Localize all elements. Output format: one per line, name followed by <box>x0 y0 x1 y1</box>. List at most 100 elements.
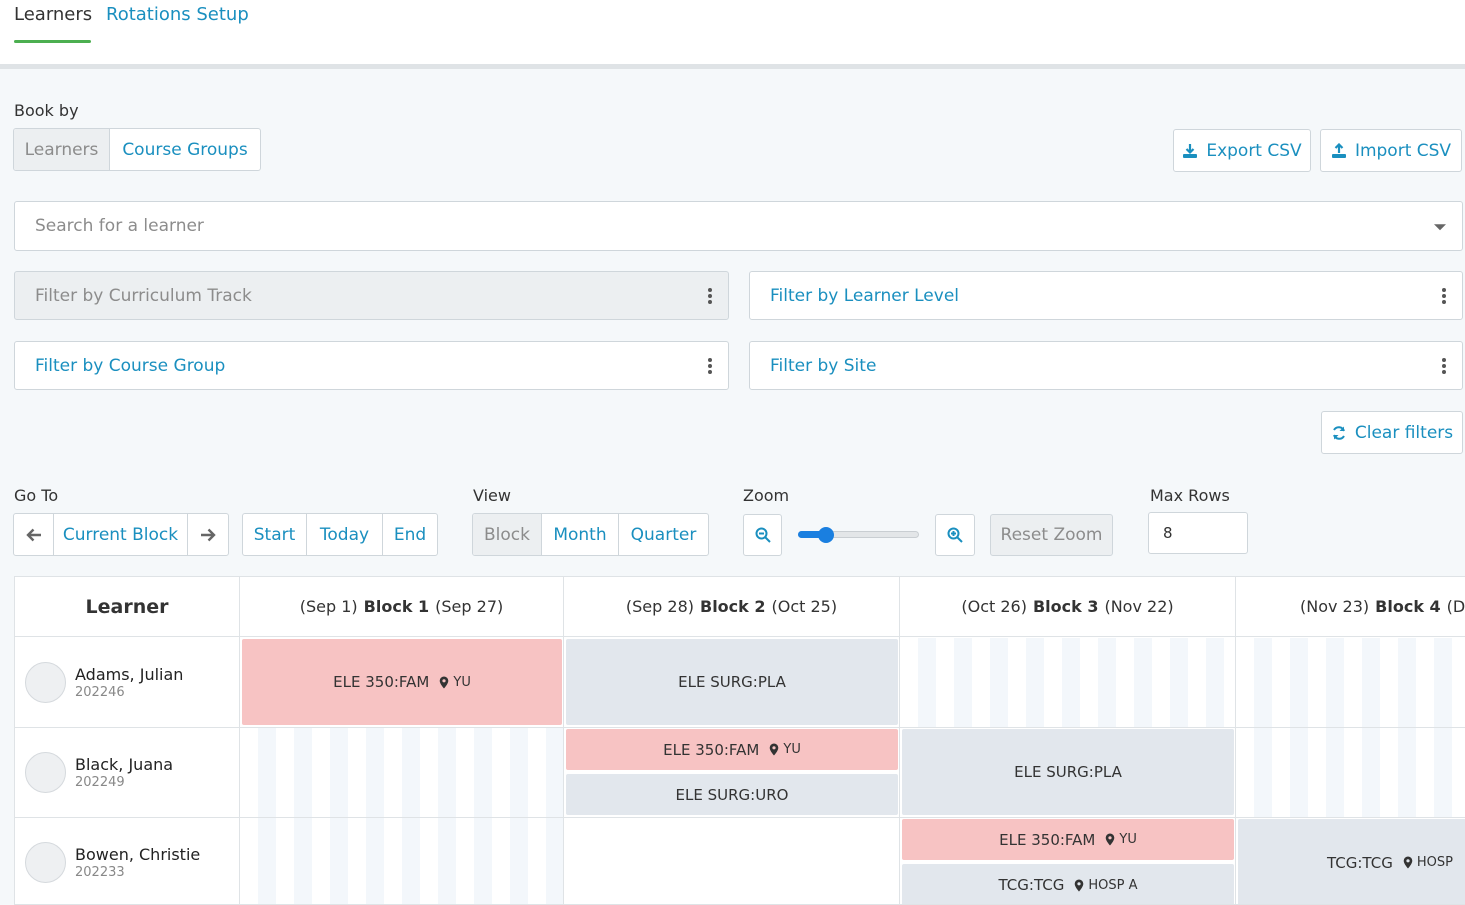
empty-slot <box>1236 728 1465 817</box>
refresh-icon <box>1331 425 1347 441</box>
reset-zoom-button[interactable]: Reset Zoom <box>990 514 1113 556</box>
clear-filters-button[interactable]: Clear filters <box>1321 411 1463 454</box>
book-by-label: Book by <box>14 101 79 120</box>
end-button[interactable]: End <box>393 524 427 545</box>
map-pin-icon <box>1074 879 1084 892</box>
event-site: YU <box>1119 832 1137 847</box>
start-button[interactable]: Start <box>243 514 307 555</box>
event-label: ELE 350:FAM <box>999 830 1096 849</box>
current-block-button[interactable]: Current Block <box>54 514 188 555</box>
export-csv-button[interactable]: Export CSV <box>1173 129 1311 172</box>
learner-column-header: Learner <box>15 577 240 637</box>
zoom-slider-fill <box>798 531 826 538</box>
filter-site[interactable]: Filter by Site <box>749 341 1463 390</box>
avatar <box>25 752 66 793</box>
block-1-name: Block 1 <box>363 597 430 616</box>
event-label: ELE 350:FAM <box>663 740 760 759</box>
row-divider <box>15 817 1465 818</box>
previous-block-button[interactable] <box>14 514 54 555</box>
zoom-label: Zoom <box>743 486 790 505</box>
arrow-right-icon <box>201 528 216 541</box>
filter-site-label: Filter by Site <box>770 355 877 376</box>
filter-learner-level[interactable]: Filter by Learner Level <box>749 271 1463 320</box>
learner-row[interactable]: Bowen, Christie 202233 <box>15 818 239 904</box>
block-1-header: (Sep 1) Block 1 (Sep 27) <box>240 577 564 637</box>
tab-learners[interactable]: Learners <box>14 4 93 25</box>
rotation-event[interactable]: ELE 350:FAM YU <box>242 639 562 725</box>
today-button[interactable]: Today <box>307 514 383 555</box>
kebab-menu-icon <box>708 287 712 304</box>
kebab-menu-icon <box>1442 357 1446 374</box>
book-by-course-groups-option[interactable]: Course Groups <box>122 139 248 160</box>
row-divider <box>15 727 1465 728</box>
view-toggle: Block Month Quarter <box>472 513 709 556</box>
import-csv-label: Import CSV <box>1354 140 1452 161</box>
filter-learner-level-label: Filter by Learner Level <box>770 285 960 306</box>
view-quarter-option[interactable]: Quarter <box>630 524 697 545</box>
filter-curriculum-track[interactable]: Filter by Curriculum Track <box>14 271 729 320</box>
export-csv-label: Export CSV <box>1206 140 1302 161</box>
max-rows-label: Max Rows <box>1150 486 1230 505</box>
rotation-event[interactable]: TCG:TCG HOSP <box>1238 819 1465 904</box>
block-2-end: (Oct 25) <box>771 597 838 616</box>
empty-slot <box>240 818 564 904</box>
upload-icon <box>1331 142 1347 159</box>
filter-course-group-label: Filter by Course Group <box>35 355 226 376</box>
kebab-menu-icon <box>708 357 712 374</box>
map-pin-icon <box>439 676 449 689</box>
event-label: ELE SURG:URO <box>675 785 789 804</box>
active-tab-indicator <box>14 40 91 43</box>
book-by-learners-option[interactable]: Learners <box>14 129 110 170</box>
next-block-button[interactable] <box>188 514 228 555</box>
avatar <box>25 842 66 883</box>
jump-to-group: Start Today End <box>242 513 438 556</box>
map-pin-icon <box>1403 856 1413 869</box>
filter-course-group[interactable]: Filter by Course Group <box>14 341 729 390</box>
event-label: TCG:TCG <box>998 876 1065 894</box>
event-site: YU <box>783 742 801 757</box>
block-4-end: (De <box>1446 597 1465 616</box>
rotation-event[interactable]: ELE 350:FAM YU <box>902 819 1234 860</box>
top-tab-bar <box>0 0 1465 64</box>
event-site: HOSP <box>1416 855 1453 870</box>
rotation-event[interactable]: ELE SURG:PLA <box>566 639 898 725</box>
column-divider <box>1235 637 1236 904</box>
map-pin-icon <box>769 743 779 756</box>
empty-slot <box>1236 638 1465 727</box>
zoom-slider-handle[interactable] <box>818 527 834 543</box>
rotation-event[interactable]: ELE 350:FAM YU <box>566 729 898 770</box>
learner-search-select[interactable]: Search for a learner <box>14 201 1463 251</box>
learner-name: Bowen, Christie <box>75 845 201 864</box>
block-1-end: (Sep 27) <box>435 597 504 616</box>
download-icon <box>1182 143 1198 159</box>
max-rows-input[interactable] <box>1148 512 1248 554</box>
block-2-name: Block 2 <box>700 597 766 616</box>
view-block-option[interactable]: Block <box>473 514 542 555</box>
zoom-in-button[interactable] <box>935 514 975 556</box>
learner-row[interactable]: Black, Juana 202249 <box>15 728 239 817</box>
column-divider <box>239 637 240 904</box>
rotation-event[interactable]: ELE SURG:PLA <box>902 729 1234 815</box>
learner-id: 202246 <box>75 685 125 700</box>
column-divider <box>563 637 564 904</box>
map-pin-icon <box>1105 833 1115 846</box>
rotation-event[interactable]: TCG:TCG HOSP A <box>902 864 1234 904</box>
learner-row[interactable]: Adams, Julian 202246 <box>15 638 239 727</box>
block-2-start: (Sep 28) <box>625 597 694 616</box>
view-label: View <box>473 486 511 505</box>
block-1-start: (Sep 1) <box>299 597 358 616</box>
block-3-header: (Oct 26) Block 3 (Nov 22) <box>900 577 1236 637</box>
learner-name: Adams, Julian <box>75 665 184 684</box>
rotation-event[interactable]: ELE SURG:URO <box>566 774 898 815</box>
zoom-out-button[interactable] <box>743 514 782 556</box>
learner-id: 202249 <box>75 775 125 790</box>
tab-rotations-setup[interactable]: Rotations Setup <box>106 4 249 25</box>
event-label: ELE SURG:PLA <box>1014 763 1122 781</box>
learner-name: Black, Juana <box>75 755 174 774</box>
empty-slot <box>240 728 564 817</box>
import-csv-button[interactable]: Import CSV <box>1320 129 1462 172</box>
go-to-navigation: Current Block <box>13 513 229 556</box>
event-site: YU <box>453 674 471 690</box>
block-3-name: Block 3 <box>1032 597 1099 616</box>
view-month-option[interactable]: Month <box>542 514 619 555</box>
